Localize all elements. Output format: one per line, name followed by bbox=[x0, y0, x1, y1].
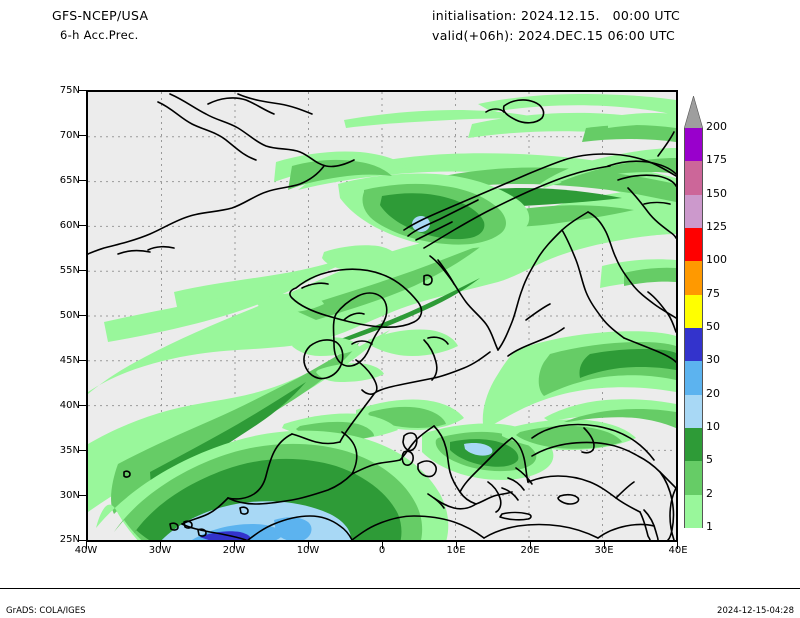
colorbar-segment-75 bbox=[684, 261, 703, 295]
xtick-label-40W: 40W bbox=[74, 545, 98, 556]
xtick-label-30W: 30W bbox=[148, 545, 172, 556]
colorbar-label-175: 175 bbox=[706, 153, 727, 167]
ytick-mark-50N bbox=[79, 315, 86, 316]
ytick-mark-35N bbox=[79, 450, 86, 451]
colorbar-label-1: 1 bbox=[706, 520, 713, 533]
footer-timestamp: 2024-12-15-04:28 bbox=[717, 606, 794, 616]
ytick-label-65N: 65N bbox=[59, 175, 80, 186]
colorbar-label-5: 5 bbox=[706, 453, 713, 467]
colorbar-segment-10 bbox=[684, 394, 703, 428]
ytick-label-75N: 75N bbox=[59, 85, 80, 96]
xtick-label-10E: 10E bbox=[446, 545, 466, 556]
ytick-label-60N: 60N bbox=[59, 220, 80, 231]
xtick-label-20W: 20W bbox=[222, 545, 246, 556]
colorbar-segment-175 bbox=[684, 128, 703, 162]
xtick-mark-30W bbox=[160, 542, 161, 549]
ytick-label-25N: 25N bbox=[59, 534, 80, 545]
colorbar-segment-5 bbox=[684, 428, 703, 462]
ytick-label-35N: 35N bbox=[59, 445, 80, 456]
colorbar[interactable] bbox=[684, 128, 703, 528]
footer-divider bbox=[0, 588, 800, 589]
colorbar-segment-30 bbox=[684, 328, 703, 362]
colorbar-label-150: 150 bbox=[706, 186, 727, 200]
model-title: GFS-NCEP/USA bbox=[52, 8, 149, 23]
coastlines bbox=[88, 93, 676, 540]
ytick-mark-55N bbox=[79, 270, 86, 271]
colorbar-label-100: 100 bbox=[706, 253, 727, 267]
xtick-mark-20W bbox=[234, 542, 235, 549]
colorbar-segment-1 bbox=[684, 494, 703, 528]
ytick-label-55N: 55N bbox=[59, 265, 80, 276]
colorbar-label-200: 200 bbox=[706, 120, 727, 133]
xtick-label-10W: 10W bbox=[296, 545, 320, 556]
ytick-mark-70N bbox=[79, 135, 86, 136]
xtick-mark-10E bbox=[456, 542, 457, 549]
map-plot-area[interactable] bbox=[86, 90, 678, 542]
xtick-mark-0 bbox=[382, 542, 383, 549]
colorbar-segment-50 bbox=[684, 294, 703, 328]
colorbar-label-75: 75 bbox=[706, 286, 720, 300]
ytick-mark-75N bbox=[79, 90, 86, 91]
ytick-label-70N: 70N bbox=[59, 130, 80, 141]
ytick-mark-65N bbox=[79, 180, 86, 181]
footer-credit: GrADS: COLA/IGES bbox=[6, 606, 86, 616]
xtick-label-20E: 20E bbox=[520, 545, 540, 556]
xtick-label-40E: 40E bbox=[668, 545, 688, 556]
colorbar-label-2: 2 bbox=[706, 486, 713, 500]
ytick-label-40N: 40N bbox=[59, 400, 80, 411]
ytick-mark-25N bbox=[79, 540, 86, 541]
colorbar-segment-125 bbox=[684, 194, 703, 228]
xtick-mark-40W bbox=[86, 542, 87, 549]
valid-time: valid(+06h): 2024.DEC.15 06:00 UTC bbox=[432, 28, 676, 43]
xtick-mark-40E bbox=[677, 542, 678, 549]
xtick-mark-30E bbox=[604, 542, 605, 549]
ytick-label-50N: 50N bbox=[59, 310, 80, 321]
xtick-label-0: 0 bbox=[378, 545, 386, 556]
ytick-mark-60N bbox=[79, 225, 86, 226]
colorbar-over-arrow bbox=[684, 96, 703, 129]
colorbar-label-10: 10 bbox=[706, 420, 720, 433]
colorbar-segment-2 bbox=[684, 461, 703, 495]
colorbar-label-50: 50 bbox=[706, 320, 720, 333]
colorbar-segment-100 bbox=[684, 228, 703, 262]
xtick-mark-10W bbox=[308, 542, 309, 549]
colorbar-label-125: 125 bbox=[706, 220, 727, 233]
field-subtitle: 6-h Acc.Prec. bbox=[60, 28, 139, 42]
xtick-mark-20E bbox=[530, 542, 531, 549]
xtick-label-30E: 30E bbox=[594, 545, 614, 556]
initialisation-time: initialisation: 2024.12.15. 00:00 UTC bbox=[432, 8, 681, 23]
colorbar-segment-20 bbox=[684, 361, 703, 395]
ytick-label-30N: 30N bbox=[59, 490, 80, 501]
ytick-label-45N: 45N bbox=[59, 355, 80, 366]
ytick-mark-30N bbox=[79, 495, 86, 496]
ytick-mark-45N bbox=[79, 360, 86, 361]
colorbar-label-20: 20 bbox=[706, 386, 720, 400]
colorbar-label-30: 30 bbox=[706, 353, 720, 367]
colorbar-segment-150 bbox=[684, 161, 703, 195]
ytick-mark-40N bbox=[79, 405, 86, 406]
